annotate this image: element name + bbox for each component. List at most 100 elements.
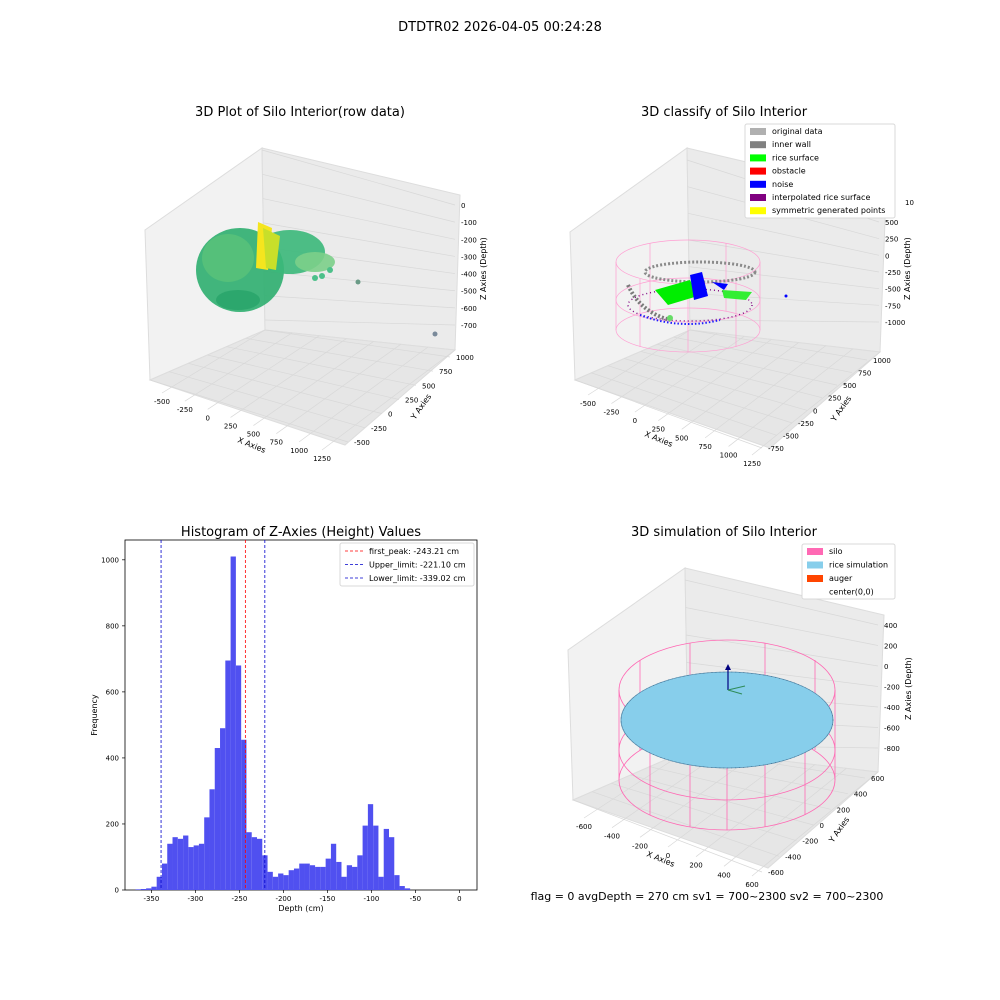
z-tick-label: 500	[885, 219, 898, 227]
z-gridline	[685, 607, 879, 646]
plot2-zlabel: Z Axies (Depth)	[903, 237, 912, 300]
y-gridline	[640, 351, 823, 399]
histogram-bar	[341, 876, 347, 890]
x-tick-label: -250	[231, 895, 247, 903]
histogram-bar	[278, 873, 284, 890]
plot4-tick-labels: -600-400-20002004006006004002000-200-400…	[576, 622, 900, 889]
x-tick-label: 400	[717, 871, 730, 879]
y-gridline	[592, 791, 780, 857]
legend-swatch	[750, 207, 766, 215]
y-tick-label: 200	[837, 806, 850, 814]
histogram-bar	[309, 865, 316, 890]
z-tick-label: -700	[461, 322, 477, 330]
z-tick-label: -400	[461, 271, 477, 279]
plot2-legend: original data inner wall rice surface obsta…	[744, 123, 896, 219]
z-tick-label: 200	[884, 643, 897, 651]
histogram-bar	[383, 828, 389, 890]
y-tick-label: -250	[371, 425, 387, 433]
histogram-bar	[346, 865, 353, 890]
y-tick-label: 750	[858, 370, 871, 378]
plot4-xlabel: X Axies	[645, 850, 676, 869]
legend-label: obstacle	[772, 167, 806, 176]
plot1-title: 3D Plot of Silo Interior(row data)	[195, 105, 405, 120]
histogram-bar	[357, 855, 363, 890]
y-gridline	[245, 337, 434, 372]
y-gridline	[649, 766, 831, 810]
z-gridline	[684, 579, 879, 626]
z-tick-label: -100	[461, 219, 477, 227]
y-tick-label: -250	[798, 420, 814, 428]
figure-bottom-status: flag = 0 avgDepth = 270 cm sv1 = 700~230…	[531, 890, 884, 903]
x-tick-label: 0	[457, 895, 461, 903]
x-tick-label: 1000	[290, 447, 308, 455]
histogram-chart: Histogram of Z-Axies (Height) Values -35…	[90, 525, 478, 913]
histogram-bar	[156, 876, 162, 890]
y-tick-label: 750	[439, 368, 452, 376]
histogram-bar	[167, 843, 173, 890]
x-tick-label: 1000	[720, 451, 738, 459]
z-gridline	[261, 149, 456, 206]
z-tick-label: -200	[884, 684, 900, 692]
x-tick-label: 500	[675, 434, 688, 442]
legend-label: rice simulation	[829, 561, 888, 570]
legend-swatch	[750, 141, 766, 149]
x-tick-label: 500	[247, 431, 260, 439]
histogram-bar	[146, 888, 152, 890]
histogram-bar	[362, 825, 368, 890]
histogram-bar	[209, 789, 215, 890]
y-tick-label: 400	[106, 754, 119, 762]
x-gridline	[695, 764, 815, 857]
plot2-title: 3D classify of Silo Interior	[641, 105, 808, 120]
y-gridline	[624, 358, 808, 411]
x-gridline	[298, 346, 429, 443]
histogram-bar	[336, 861, 342, 890]
z-gridline	[263, 222, 456, 257]
x-gridline	[667, 760, 784, 848]
y-gridline	[591, 372, 778, 436]
legend-swatch	[750, 180, 766, 188]
z-gridline	[688, 266, 880, 290]
plot4-legend: silo rice simulation auger center(0,0)	[801, 543, 896, 600]
z-tick-label: -1000	[885, 319, 905, 327]
histogram-bar	[367, 804, 374, 890]
z-tick-label: -500	[461, 288, 477, 296]
y-tick-label: 250	[828, 395, 841, 403]
y-tick-label: -500	[354, 439, 370, 447]
y-tick-label: 0	[813, 407, 817, 415]
x-tick-label: 600	[745, 881, 758, 889]
plot1-zlabel: Z Axies (Depth)	[479, 237, 488, 300]
y-gridline	[207, 354, 400, 400]
y-tick-label: 500	[843, 382, 856, 390]
histogram-bar	[177, 838, 184, 890]
z-tick-label: -200	[461, 236, 477, 244]
z-tick-label: -600	[884, 725, 900, 733]
histogram-bar	[172, 837, 178, 890]
histogram-bar	[251, 837, 257, 890]
plot2-silo-wireframe	[615, 239, 761, 353]
y-tick-label: 200	[106, 820, 119, 828]
histogram-bar	[378, 876, 384, 890]
x-tick-label: -200	[632, 842, 648, 850]
y-tick-label: 1000	[101, 556, 119, 564]
y-gridline	[574, 379, 763, 449]
histogram-bar	[404, 888, 411, 890]
legend-swatch	[750, 154, 766, 162]
y-tick-label: 0	[115, 887, 119, 895]
x-tick-label: 0	[205, 414, 209, 422]
x-gridline	[681, 342, 799, 430]
y-gridline	[226, 346, 417, 386]
y-gridline	[673, 336, 853, 373]
legend-label: silo	[829, 547, 843, 556]
z-gridline	[687, 212, 880, 256]
histogram-bar	[299, 863, 305, 890]
histogram-bar	[183, 835, 189, 890]
histogram-bar	[283, 875, 289, 890]
y-gridline	[607, 365, 793, 424]
histogram-bar	[399, 886, 405, 890]
z-gridline	[264, 319, 456, 326]
z-tick-label: -400	[884, 704, 900, 712]
z-tick-label: -300	[461, 253, 477, 261]
histogram-bar	[193, 845, 199, 890]
histogram-bar	[315, 866, 321, 890]
